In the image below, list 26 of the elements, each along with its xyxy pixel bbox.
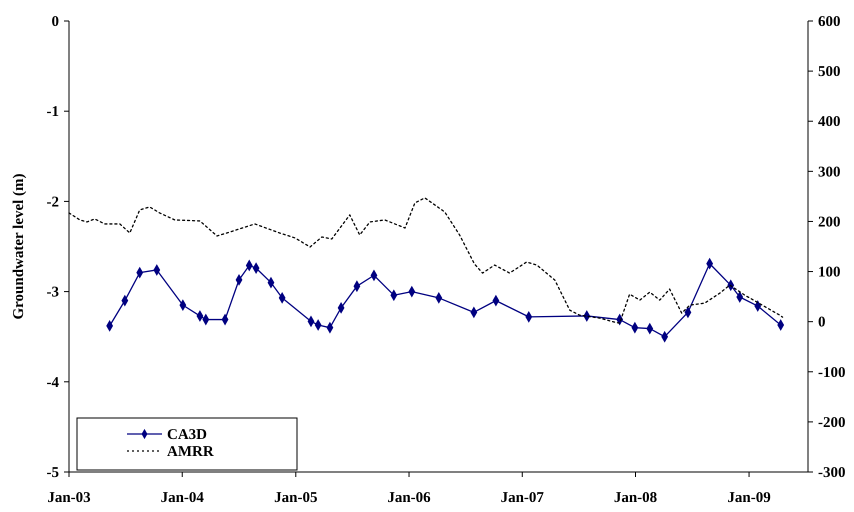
y-axis-title: Groundwater level (m) [11, 173, 27, 320]
y2-tick-label: 0 [818, 314, 826, 331]
y-tick-label: -4 [46, 374, 60, 391]
y2-tick-label: 600 [818, 14, 840, 30]
y2-tick-label: -200 [818, 414, 846, 431]
legend-label: CA3D [167, 427, 208, 443]
x-tick-label: Jan-05 [274, 490, 318, 506]
x-tick-label: Jan-09 [727, 490, 771, 506]
y-tick-label: 0 [52, 14, 59, 30]
y2-tick-label: 200 [818, 214, 840, 230]
y-tick-label: -2 [46, 194, 59, 210]
x-tick-label: Jan-06 [387, 490, 432, 506]
y2-tick-label: 400 [818, 114, 840, 130]
x-tick-label: Jan-04 [160, 490, 204, 506]
y2-tick-label: -300 [818, 465, 846, 481]
y2-tick-label: 500 [818, 64, 840, 80]
x-tick-label: Jan-07 [500, 490, 544, 506]
legend-label: AMRR [167, 444, 214, 460]
y2-tick-label: -100 [818, 364, 846, 381]
y-tick-label: -1 [46, 104, 59, 120]
x-tick-label: Jan-08 [614, 490, 658, 506]
y-tick-label: -5 [46, 465, 59, 481]
y2-tick-label: 100 [818, 264, 840, 281]
x-tick-label: Jan-03 [47, 490, 91, 506]
y-tick-label: -3 [46, 284, 59, 301]
y2-tick-label: 300 [818, 164, 840, 180]
